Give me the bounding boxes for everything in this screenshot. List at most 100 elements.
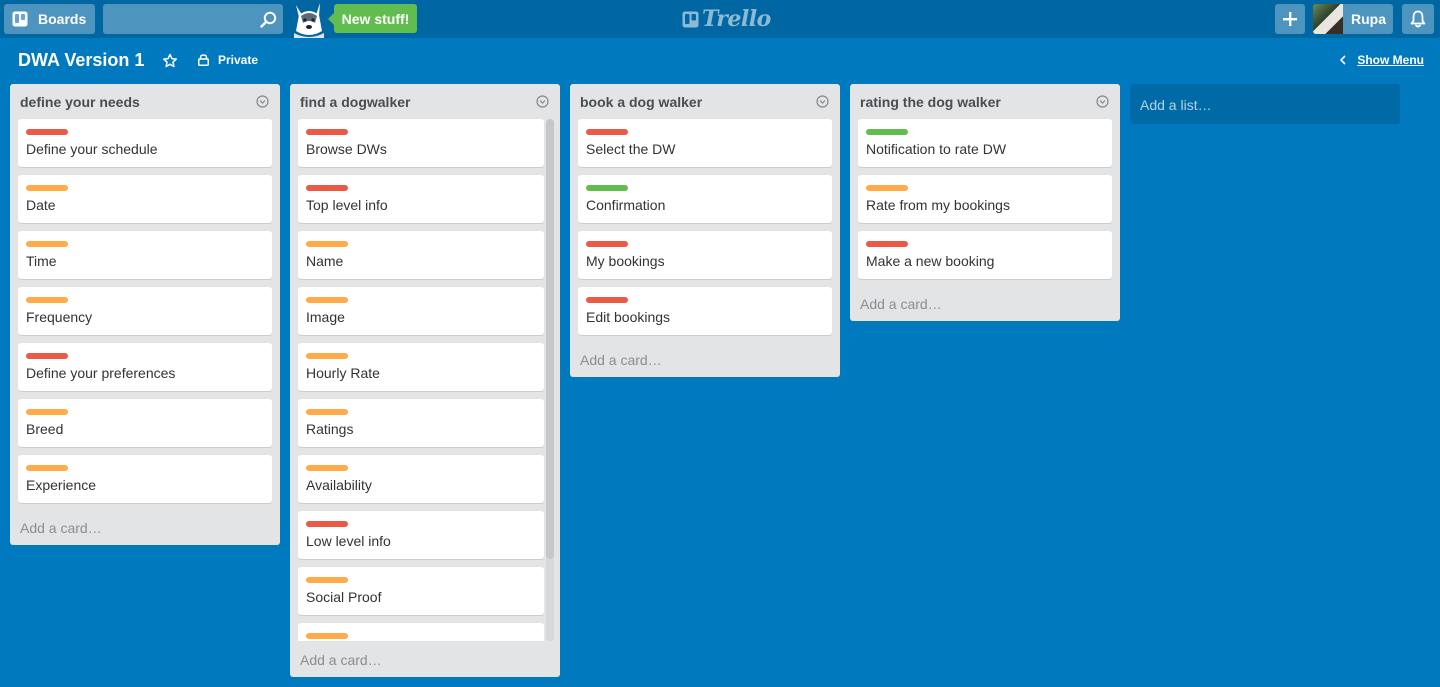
add-card-link[interactable]: Add a card…: [300, 652, 382, 668]
card[interactable]: Browse DWs: [298, 119, 544, 167]
new-stuff-button[interactable]: New stuff!: [328, 4, 417, 33]
card[interactable]: Availability: [298, 455, 544, 503]
card-label[interactable]: [866, 185, 908, 191]
card-label[interactable]: [306, 577, 348, 583]
bell-icon: [1410, 10, 1426, 28]
add-card-link[interactable]: Add a card…: [580, 352, 662, 368]
card-label[interactable]: [306, 465, 348, 471]
list-title[interactable]: book a dog walker: [580, 94, 703, 110]
card[interactable]: Frequency: [18, 287, 272, 335]
card-label[interactable]: [26, 353, 68, 359]
show-menu-link[interactable]: Show Menu: [1340, 53, 1424, 67]
add-card-link[interactable]: Add a card…: [860, 296, 942, 312]
card[interactable]: Breed: [18, 399, 272, 447]
card[interactable]: Notification to rate DW: [858, 119, 1112, 167]
lock-icon: [198, 54, 209, 66]
card-label[interactable]: [306, 409, 348, 415]
card-label[interactable]: [866, 129, 908, 135]
card[interactable]: Confirmation: [578, 175, 832, 223]
card-label[interactable]: [26, 241, 68, 247]
card[interactable]: Low level info: [298, 511, 544, 559]
card-label[interactable]: [306, 297, 348, 303]
search-input[interactable]: [103, 4, 269, 34]
card-title: Confirmation: [586, 197, 666, 213]
card-label[interactable]: [26, 297, 68, 303]
boards-label: Boards: [38, 11, 87, 27]
card-title: Low level info: [306, 533, 391, 549]
card-label[interactable]: [306, 633, 348, 639]
card-label[interactable]: [26, 129, 68, 135]
list-menu-icon[interactable]: [256, 95, 269, 108]
card-label[interactable]: [306, 521, 348, 527]
card-title: Date: [26, 197, 56, 213]
card[interactable]: Image: [298, 287, 544, 335]
card[interactable]: [298, 623, 544, 641]
card-title: My bookings: [586, 253, 665, 269]
card[interactable]: My bookings: [578, 231, 832, 279]
card[interactable]: Define your schedule: [18, 119, 272, 167]
card[interactable]: Edit bookings: [578, 287, 832, 335]
card-title: Rate from my bookings: [866, 197, 1010, 213]
add-list-button[interactable]: Add a list…: [1130, 84, 1400, 124]
user-name: Rupa: [1351, 11, 1386, 27]
card-label[interactable]: [306, 185, 348, 191]
list-title[interactable]: rating the dog walker: [860, 94, 1001, 110]
card[interactable]: Rate from my bookings: [858, 175, 1112, 223]
card-title: Image: [306, 309, 345, 325]
list-menu-icon[interactable]: [816, 95, 829, 108]
card-title: Define your schedule: [26, 141, 158, 157]
add-card-link[interactable]: Add a card…: [20, 520, 102, 536]
card-label[interactable]: [306, 353, 348, 359]
visibility-button[interactable]: Private: [198, 53, 258, 67]
card-label[interactable]: [26, 185, 68, 191]
list-menu-icon[interactable]: [1096, 95, 1109, 108]
card[interactable]: Top level info: [298, 175, 544, 223]
card-label[interactable]: [26, 465, 68, 471]
card-label[interactable]: [306, 241, 348, 247]
card-label[interactable]: [306, 129, 348, 135]
list-define-your-needs: define your needs Define your schedule D…: [10, 84, 280, 545]
card[interactable]: Hourly Rate: [298, 343, 544, 391]
trello-logo[interactable]: Trello: [682, 6, 771, 32]
card[interactable]: Make a new booking: [858, 231, 1112, 279]
list-rating-the-dog-walker: rating the dog walker Notification to ra…: [850, 84, 1120, 321]
taco-mascot-icon[interactable]: [290, 1, 328, 38]
list-menu-icon[interactable]: [536, 95, 549, 108]
list-scrollbar[interactable]: [546, 119, 554, 641]
trello-logo-icon: [682, 11, 699, 27]
card-list: Browse DWs Top level info Name Image Hou…: [298, 119, 544, 641]
card[interactable]: Select the DW: [578, 119, 832, 167]
card-label[interactable]: [586, 297, 628, 303]
list-title[interactable]: define your needs: [20, 94, 140, 110]
card[interactable]: Name: [298, 231, 544, 279]
show-menu-label: Show Menu: [1357, 53, 1424, 67]
board-title[interactable]: DWA Version 1: [18, 50, 145, 70]
card-title: Name: [306, 253, 344, 269]
card[interactable]: Experience: [18, 455, 272, 503]
notifications-button[interactable]: [1402, 4, 1434, 34]
scrollbar-thumb[interactable]: [546, 119, 554, 559]
card[interactable]: Ratings: [298, 399, 544, 447]
card-label[interactable]: [26, 409, 68, 415]
card-title: Availability: [306, 477, 372, 493]
card-label[interactable]: [866, 241, 908, 247]
card-title: Top level info: [306, 197, 388, 213]
card-title: Make a new booking: [866, 253, 995, 269]
card-title: Time: [26, 253, 57, 269]
card-label[interactable]: [586, 241, 628, 247]
star-icon[interactable]: [162, 53, 178, 69]
card-label[interactable]: [586, 185, 628, 191]
member-button[interactable]: Rupa: [1313, 4, 1393, 34]
card-title: Frequency: [26, 309, 93, 325]
boards-button[interactable]: Boards: [4, 4, 95, 34]
list-title[interactable]: find a dogwalker: [300, 94, 411, 110]
add-button[interactable]: [1275, 4, 1305, 34]
card-title: Select the DW: [586, 141, 676, 157]
search-icon[interactable]: [260, 11, 277, 28]
card[interactable]: Date: [18, 175, 272, 223]
card[interactable]: Social Proof: [298, 567, 544, 615]
card[interactable]: Define your preferences: [18, 343, 272, 391]
card-label[interactable]: [586, 129, 628, 135]
search-box[interactable]: [103, 4, 283, 34]
card[interactable]: Time: [18, 231, 272, 279]
